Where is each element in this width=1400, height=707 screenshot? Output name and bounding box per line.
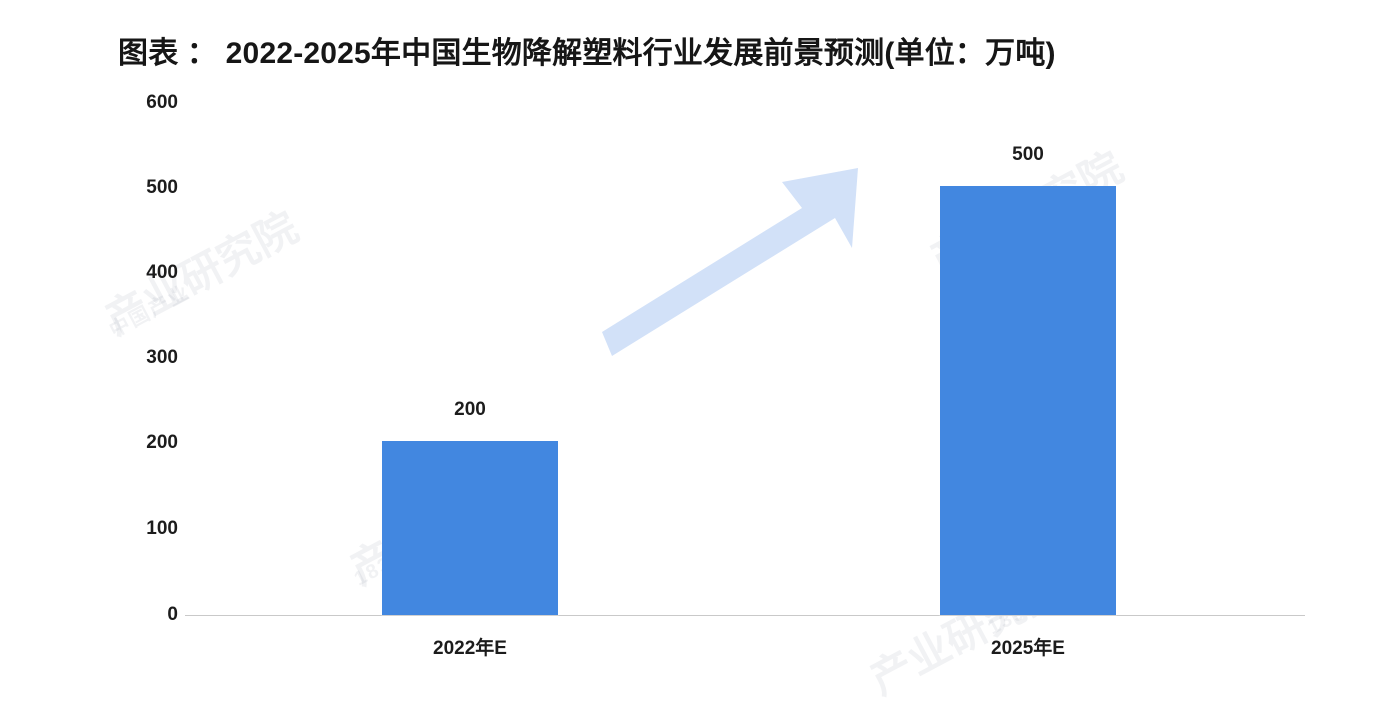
y-tick-0: 0 bbox=[167, 604, 178, 625]
watermark-subtext: 中国产业 bbox=[106, 281, 195, 343]
y-tick-300: 300 bbox=[146, 347, 178, 368]
y-tick-500: 500 bbox=[146, 177, 178, 198]
bar-value-2025e: 500 bbox=[1012, 144, 1044, 165]
bar-2022e[interactable] bbox=[382, 441, 558, 615]
x-axis-baseline bbox=[185, 615, 1305, 616]
y-tick-600: 600 bbox=[146, 92, 178, 113]
bar-2025e[interactable] bbox=[940, 186, 1116, 615]
x-tick-2022e: 2022年E bbox=[433, 638, 507, 659]
x-tick-2025e: 2025年E bbox=[991, 638, 1065, 659]
bar-value-2022e: 200 bbox=[454, 399, 486, 420]
y-tick-400: 400 bbox=[146, 262, 178, 283]
y-tick-200: 200 bbox=[146, 432, 178, 453]
y-tick-100: 100 bbox=[146, 518, 178, 539]
chart-title: 图表 ： 2022-2025年中国生物降解塑料行业发展前景预测(单位：万吨) bbox=[118, 37, 1056, 70]
growth-arrow-icon bbox=[602, 168, 858, 356]
